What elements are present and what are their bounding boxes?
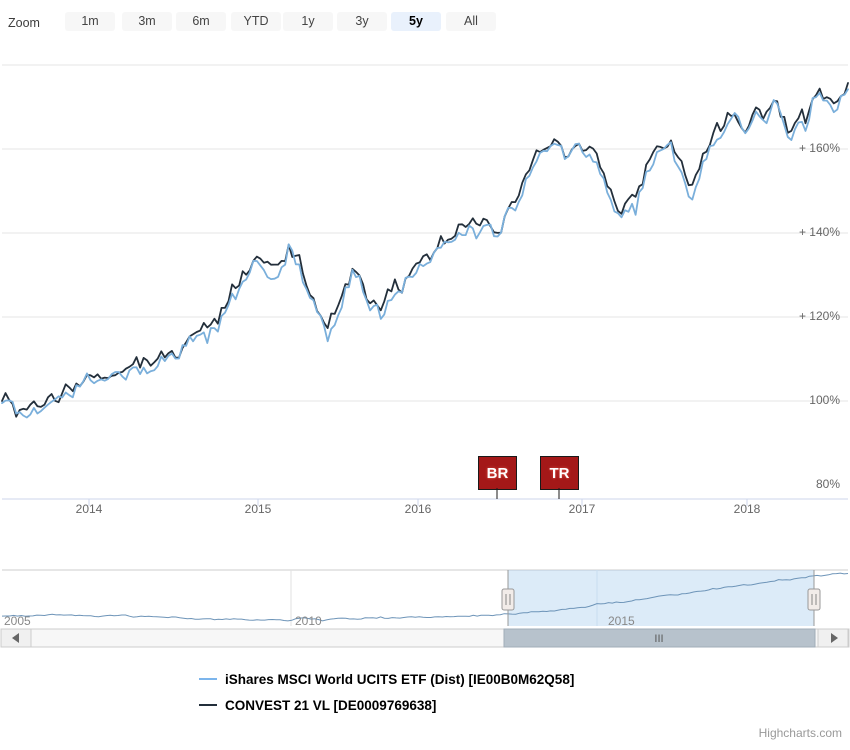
- svg-text:III: III: [654, 633, 663, 645]
